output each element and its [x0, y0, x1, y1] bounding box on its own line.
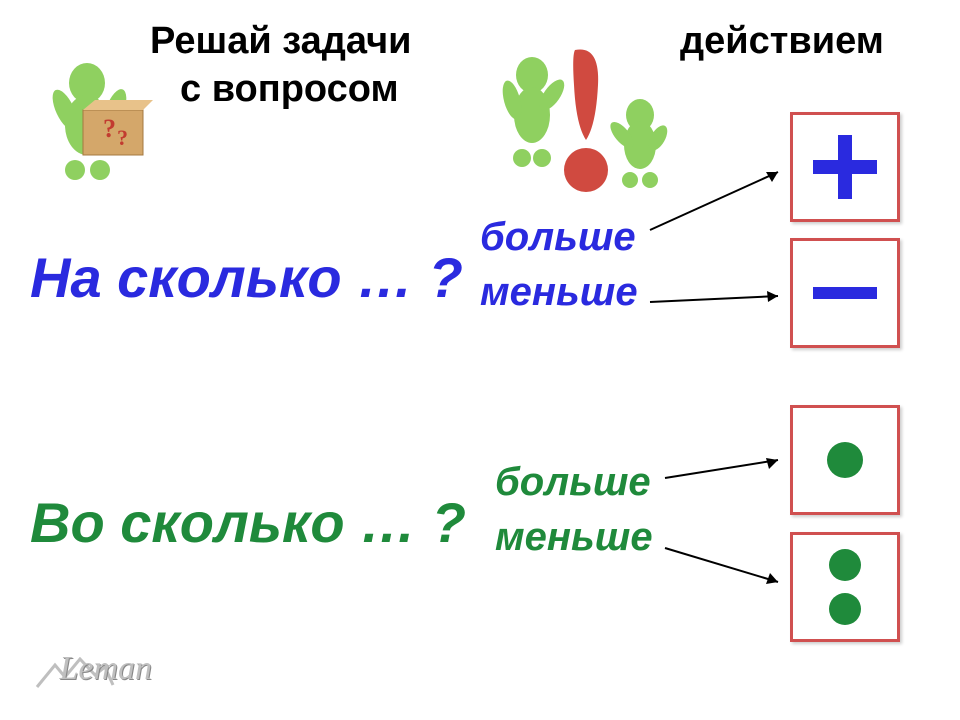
arrows-group-2: [0, 0, 960, 720]
watermark-text: Leman: [59, 650, 152, 687]
watermark: Leman: [35, 650, 152, 692]
